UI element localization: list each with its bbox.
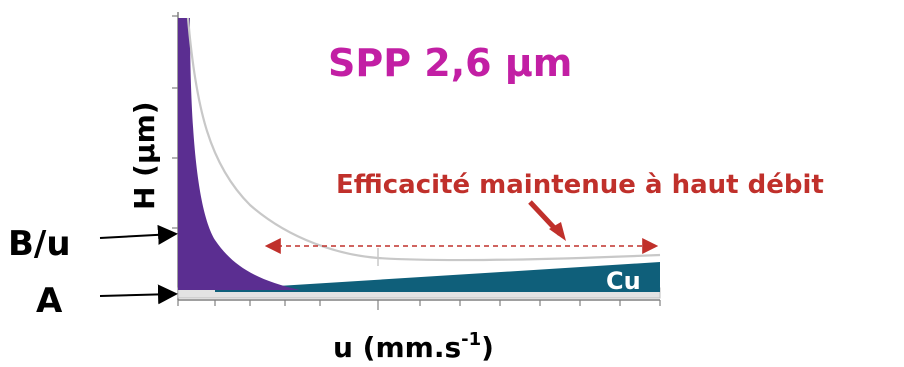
c-term-label: Cu: [606, 267, 641, 295]
a-term-label: A: [36, 281, 63, 321]
b-term-region: [178, 18, 300, 290]
annotation-pointer-head: [549, 222, 566, 241]
x-axis-label: u (mm.s-1): [333, 329, 494, 364]
a-term-arrow: [99, 284, 178, 305]
b-term-arrow: [99, 224, 178, 245]
b-term-label: B/u: [8, 224, 71, 264]
y-axis-ticks: [172, 15, 178, 229]
diagram-title: SPP 2,6 µm: [328, 41, 572, 85]
efficiency-annotation: Efficacité maintenue à haut débit: [336, 170, 824, 200]
y-axis-label: H (µm): [128, 101, 161, 210]
x-axis-ticks: [177, 300, 661, 310]
c-term-wedge: [215, 262, 660, 292]
